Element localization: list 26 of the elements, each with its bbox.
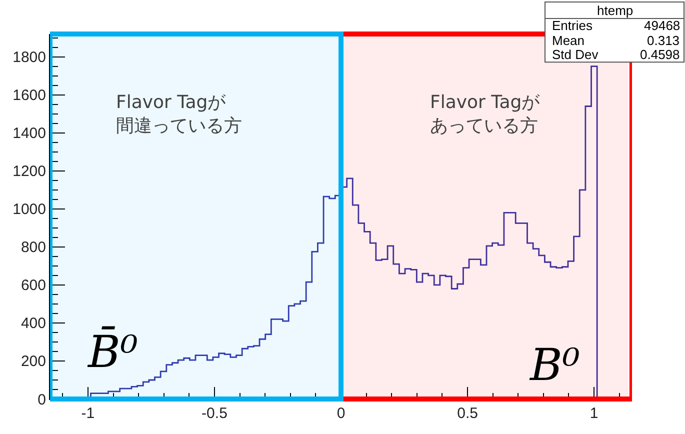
y-tick-label: 200 xyxy=(20,353,46,370)
text: 0.313 xyxy=(647,33,680,48)
x-tick-label: 0.5 xyxy=(457,405,478,422)
x-tick-label: 1 xyxy=(590,405,598,422)
y-tick-label: 600 xyxy=(20,277,46,294)
annotation: B⁰ xyxy=(529,340,580,391)
x-tick-label: 0 xyxy=(336,405,346,422)
y-tick-label: 1400 xyxy=(12,125,46,142)
band-label: Flavor Tagがあっている方 xyxy=(430,92,541,136)
x-tick-label: -0.5 xyxy=(202,405,228,422)
y-tick-label: 400 xyxy=(20,315,46,332)
y-tick-label: 1600 xyxy=(12,87,46,104)
text: htemp xyxy=(597,3,634,18)
annotation: B̄⁰ xyxy=(87,326,138,378)
y-tick-label: 0 xyxy=(38,391,46,408)
annotation: Std Dev xyxy=(552,47,599,62)
x-tick-label: -1 xyxy=(81,405,95,422)
text: Entries xyxy=(552,18,593,33)
text: 49468 xyxy=(644,18,680,33)
y-tick-label: 1200 xyxy=(12,163,46,180)
annotation: Mean xyxy=(552,33,585,48)
band-label: Flavor Tagが間違っている方 xyxy=(116,92,242,136)
y-tick-label: 800 xyxy=(20,239,46,256)
y-tick-label: 1000 xyxy=(12,201,46,218)
y-tick-label: 1800 xyxy=(12,49,46,66)
text: 0.4598 xyxy=(640,47,680,62)
